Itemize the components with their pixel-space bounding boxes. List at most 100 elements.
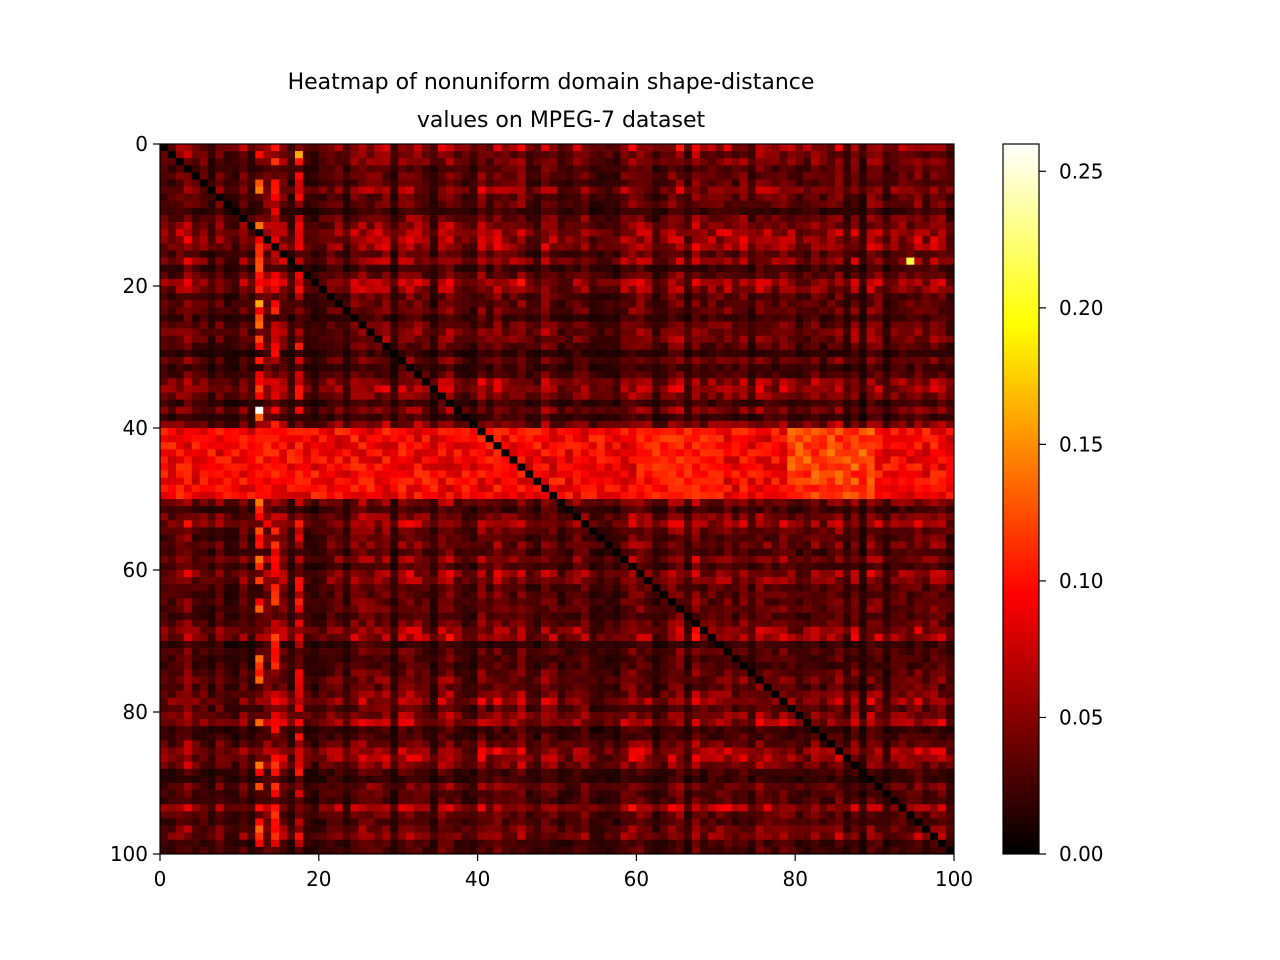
heatmap-cell [819, 435, 828, 443]
heatmap-cell [358, 257, 367, 265]
heatmap-cell [660, 328, 669, 336]
heatmap-cell [787, 321, 796, 329]
heatmap-cell [699, 222, 709, 230]
heatmap-cell [596, 328, 605, 336]
heatmap-cell [906, 378, 915, 386]
heatmap-cell [374, 186, 383, 194]
heatmap-cell [676, 236, 685, 244]
heatmap-cell [779, 413, 788, 422]
heatmap-cell [866, 158, 875, 166]
heatmap-cell [620, 321, 629, 329]
heatmap-cell [779, 428, 788, 436]
heatmap-cell [493, 328, 502, 336]
heatmap-cell [596, 300, 605, 308]
heatmap-cell [787, 278, 796, 287]
heatmap-cell [580, 207, 590, 216]
heatmap-cell [699, 271, 709, 280]
heatmap-cell [866, 144, 875, 152]
heatmap-cell [429, 193, 439, 202]
heatmap-cell [723, 470, 732, 478]
heatmap-cell [731, 215, 740, 223]
heatmap-cell [525, 335, 534, 344]
heatmap-cell [318, 278, 328, 287]
heatmap-cell [715, 165, 725, 173]
heatmap-cell [183, 215, 193, 223]
heatmap-cell [763, 328, 772, 336]
heatmap-cell [199, 250, 208, 258]
heatmap-cell [422, 399, 431, 407]
heatmap-cell [874, 151, 883, 159]
heatmap-cell [437, 342, 447, 351]
heatmap-cell [731, 385, 740, 393]
heatmap-cell [684, 151, 693, 159]
heatmap-cell [175, 435, 185, 443]
heatmap-cell [691, 215, 701, 223]
heatmap-cell [279, 321, 288, 329]
heatmap-cell [287, 378, 296, 386]
heatmap-cell [858, 428, 867, 436]
heatmap-cell [691, 328, 701, 336]
heatmap-cell [533, 491, 542, 500]
heatmap-cell [612, 371, 621, 379]
heatmap-cell [239, 307, 248, 315]
heatmap-cell [541, 271, 550, 280]
heatmap-cell [580, 257, 590, 265]
heatmap-cell [707, 271, 717, 280]
heatmap-cell [215, 257, 224, 265]
heatmap-cell [358, 243, 367, 251]
heatmap-cell [850, 413, 860, 422]
heatmap-cell [787, 449, 796, 457]
heatmap-cell [271, 151, 280, 159]
heatmap-cell [509, 200, 518, 209]
heatmap-cell [842, 477, 852, 486]
heatmap-cell [842, 349, 852, 358]
heatmap-cell [453, 193, 463, 202]
heatmap-cell [755, 420, 764, 429]
heatmap-cell [517, 335, 526, 344]
heatmap-cell [715, 321, 725, 329]
heatmap-cell [318, 477, 328, 486]
heatmap-cell [906, 165, 915, 173]
heatmap-cell [406, 321, 415, 329]
heatmap-cell [557, 477, 566, 486]
heatmap-cell [771, 172, 780, 180]
heatmap-cell [890, 328, 899, 336]
heatmap-cell [811, 470, 820, 478]
heatmap-cell [572, 335, 582, 344]
heatmap-cell [350, 222, 359, 230]
heatmap-cell [326, 413, 335, 422]
heatmap-cell [485, 271, 494, 280]
heatmap-cell [374, 364, 383, 372]
heatmap-cell [779, 144, 788, 152]
heatmap-cell [906, 399, 915, 407]
heatmap-cell [239, 207, 248, 216]
heatmap-cell [906, 371, 915, 379]
heatmap-cell [644, 435, 653, 443]
heatmap-cell [684, 300, 693, 308]
heatmap-cell [183, 385, 193, 393]
heatmap-cell [684, 435, 693, 443]
heatmap-cell [747, 491, 756, 500]
heatmap-cell [779, 172, 788, 180]
heatmap-cell [310, 477, 320, 486]
heatmap-cell [231, 470, 240, 478]
heatmap-cell [390, 364, 399, 372]
heatmap-cell [787, 200, 796, 209]
heatmap-cell [803, 328, 812, 336]
heatmap-cell [541, 264, 550, 273]
heatmap-cell [731, 477, 740, 486]
heatmap-cell [207, 491, 216, 500]
heatmap-cell [819, 484, 828, 493]
heatmap-cell [374, 286, 383, 294]
heatmap-cell [175, 399, 185, 407]
heatmap-cell [414, 278, 423, 287]
heatmap-cell [636, 428, 645, 436]
heatmap-cell [445, 442, 455, 450]
heatmap-cell [477, 165, 486, 173]
heatmap-cell [819, 250, 828, 258]
heatmap-cell [557, 399, 566, 407]
heatmap-cell [612, 463, 621, 471]
heatmap-cell [779, 257, 788, 265]
heatmap-cell [334, 371, 343, 379]
heatmap-cell [739, 264, 748, 273]
